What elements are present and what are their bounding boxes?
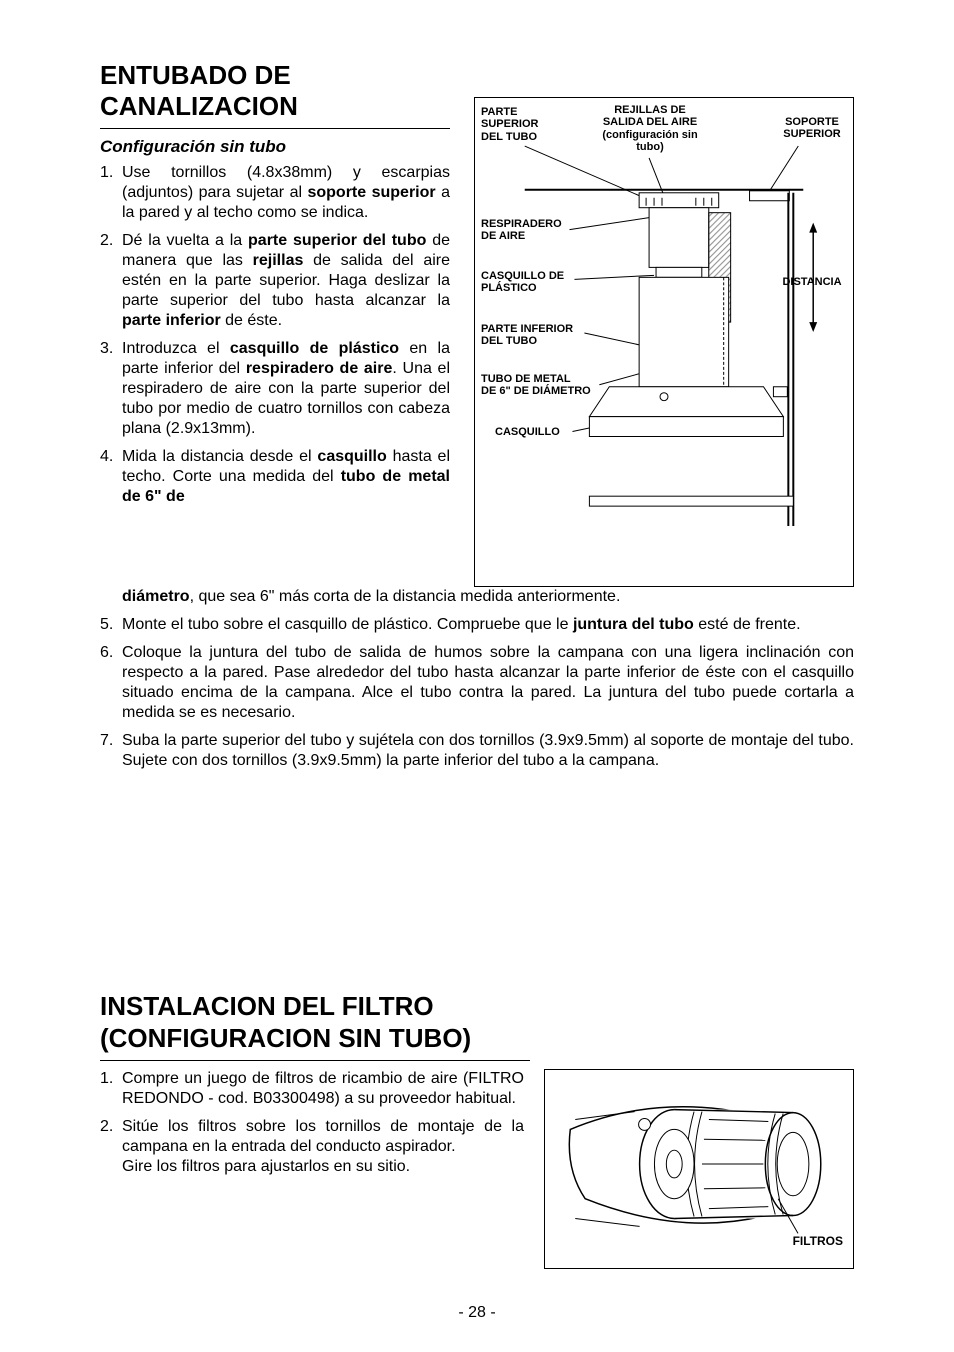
step-number: 3. bbox=[100, 339, 113, 359]
step-number: 7. bbox=[100, 731, 113, 751]
step-item: 5. Monte el tubo sobre el casquillo de pl… bbox=[100, 615, 854, 635]
page-number: - 28 - bbox=[0, 1304, 954, 1322]
step-item: 2. Sitúe los filtros sobre los tornillos … bbox=[100, 1117, 524, 1177]
step-number: 6. bbox=[100, 643, 113, 663]
step-text: Use tornillos (4.8x38mm) y escarpias (ad… bbox=[122, 164, 450, 221]
step-number: 1. bbox=[100, 1069, 113, 1089]
section2-steps: 1. Compre un juego de filtros de ricambio… bbox=[100, 1069, 524, 1177]
section-instalacion-filtro: INSTALACION DEL FILTRO (CONFIGURACION SI… bbox=[100, 991, 854, 1268]
section2-body: 1. Compre un juego de filtros de ricambio… bbox=[100, 1069, 854, 1269]
section1-body: Configuración sin tubo 1. Use tornillos (… bbox=[100, 137, 854, 587]
diagram1-svg bbox=[475, 98, 853, 586]
steps-list-narrow: 1. Use tornillos (4.8x38mm) y escarpias (… bbox=[100, 163, 450, 507]
step-number: 4. bbox=[100, 447, 113, 467]
section2-text-col: 1. Compre un juego de filtros de ricambio… bbox=[100, 1069, 524, 1269]
steps-list-wide: diámetro, que sea 6" más corta de la dis… bbox=[100, 591, 854, 771]
steps-wide-container: diámetro, que sea 6" más corta de la dis… bbox=[100, 587, 854, 771]
step-item: 6. Coloque la juntura del tubo de salida … bbox=[100, 643, 854, 723]
step-item: 1. Compre un juego de filtros de ricambio… bbox=[100, 1069, 524, 1109]
step-text: Introduzca el casquillo de plástico en l… bbox=[122, 340, 450, 437]
section2-diagram: FILTROS bbox=[544, 1069, 854, 1269]
step-text: Mida la distancia desde el casquillo has… bbox=[122, 448, 450, 505]
step-item: 2. Dé la vuelta a la parte superior del t… bbox=[100, 231, 450, 331]
step-item: 1. Use tornillos (4.8x38mm) y escarpias (… bbox=[100, 163, 450, 223]
step-number: 2. bbox=[100, 1117, 113, 1137]
step-number: 5. bbox=[100, 615, 113, 635]
step-text: Dé la vuelta a la parte superior del tub… bbox=[122, 232, 450, 329]
step-item: 7. Suba la parte superior del tubo y sujé… bbox=[100, 731, 854, 771]
step-item: diámetro, que sea 6" más corta de la dis… bbox=[100, 587, 854, 607]
step-text: Suba la parte superior del tubo y sujéte… bbox=[122, 732, 854, 769]
step-item: 4. Mida la distancia desde el casquillo h… bbox=[100, 447, 450, 507]
step-text: Coloque la juntura del tubo de salida de… bbox=[122, 644, 854, 721]
step-number: 2. bbox=[100, 231, 113, 251]
section1-text-col: Configuración sin tubo 1. Use tornillos (… bbox=[100, 137, 450, 515]
section2-title: INSTALACION DEL FILTRO (CONFIGURACION SI… bbox=[100, 991, 854, 1053]
s2-title-line2: (CONFIGURACION SIN TUBO) bbox=[100, 1023, 471, 1053]
section1-diagram: PARTESUPERIORDEL TUBO REJILLAS DESALIDA … bbox=[474, 97, 854, 587]
step-text: Sitúe los filtros sobre los tornillos de… bbox=[122, 1118, 524, 1175]
label-filtros: FILTROS bbox=[793, 1235, 843, 1248]
section1-rule bbox=[100, 128, 450, 129]
step-item: 3. Introduzca el casquillo de plástico en… bbox=[100, 339, 450, 439]
title-line2: CANALIZACION bbox=[100, 91, 298, 121]
title-line1: ENTUBADO DE bbox=[100, 60, 291, 90]
step-text: Monte el tubo sobre el casquillo de plás… bbox=[122, 616, 801, 633]
step-number: 1. bbox=[100, 163, 113, 183]
section2-rule bbox=[100, 1060, 530, 1061]
step-text: Compre un juego de filtros de ricambio d… bbox=[122, 1070, 524, 1107]
section1-subtitle: Configuración sin tubo bbox=[100, 137, 450, 157]
s2-title-line1: INSTALACION DEL FILTRO bbox=[100, 991, 434, 1021]
section-entubado: ENTUBADO DE CANALIZACION Configuración s… bbox=[100, 60, 854, 771]
step-text: diámetro, que sea 6" más corta de la dis… bbox=[122, 588, 620, 605]
